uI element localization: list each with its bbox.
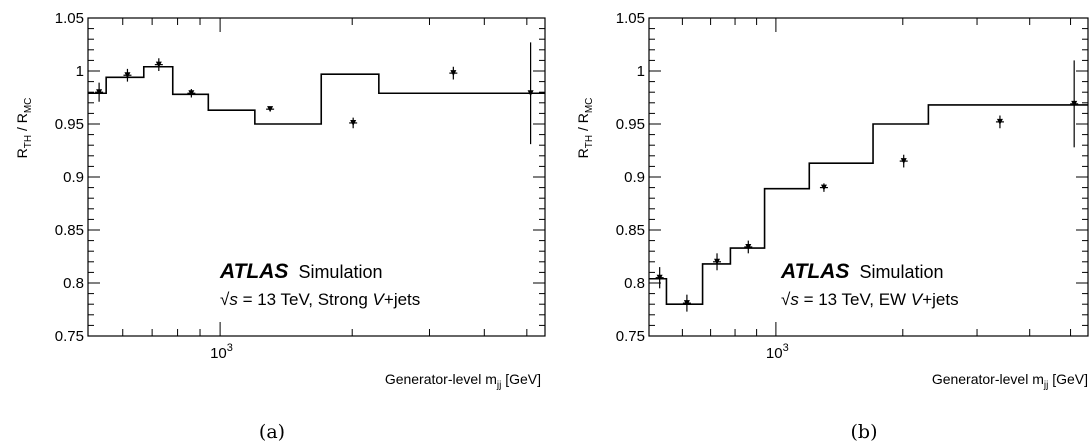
- plot-frame: [87, 17, 546, 337]
- data-point: [683, 300, 690, 307]
- y-axis-title-sub: TH: [23, 135, 34, 148]
- y-tick-label-text: 1: [76, 63, 84, 80]
- simulation-label-text: Simulation: [298, 262, 382, 282]
- data-point: [996, 118, 1003, 125]
- panel-caption-text: (b): [851, 421, 878, 443]
- y-tick-label: 1: [76, 63, 84, 80]
- data-point: [188, 90, 195, 97]
- data-point: [450, 70, 457, 77]
- y-axis-title: RTH / RMC: [14, 98, 34, 159]
- x-axis-title-unit: [GeV]: [501, 371, 541, 387]
- y-tick-label-text: 1.05: [616, 10, 645, 27]
- y-tick-label-text: 0.8: [624, 275, 645, 292]
- y-axis-title-mid: / R: [14, 113, 30, 135]
- y-tick-label: 0.9: [624, 169, 645, 186]
- y-axis-title-main: R: [14, 148, 30, 158]
- atlas-label-text: ATLAS: [219, 260, 288, 283]
- y-tick-label: 0.95: [616, 116, 645, 133]
- x-tick-label-exponent: 3: [227, 342, 233, 354]
- simulation-label-text: Simulation: [859, 262, 943, 282]
- energy-label: √s = 13 TeV, EW V+jets: [781, 290, 959, 309]
- data-point: [656, 274, 663, 281]
- histogram-step-line: [88, 65, 545, 125]
- y-tick-label-text: 0.9: [624, 169, 645, 186]
- y-tick-label: 0.8: [63, 275, 84, 292]
- energy-sqrt-s: √s: [781, 290, 799, 309]
- x-tick-label-exponent: 3: [783, 342, 789, 354]
- y-tick-label-text: 0.75: [55, 328, 84, 345]
- y-tick-label: 0.85: [616, 222, 645, 239]
- data-point: [267, 106, 274, 113]
- process-v: V: [911, 290, 924, 309]
- y-tick-label-text: 0.85: [616, 222, 645, 239]
- y-tick-label: 0.9: [63, 169, 84, 186]
- x-axis-title-main: Generator-level m: [932, 371, 1044, 387]
- x-axis-title-unit: [GeV]: [1048, 371, 1088, 387]
- panel-caption: (a): [259, 421, 285, 443]
- process-rest: +jets: [384, 290, 420, 309]
- data-point: [1071, 100, 1078, 107]
- x-axis-title: Generator-level mjj [GeV]: [932, 371, 1088, 391]
- x-tick-label-base: 10: [766, 345, 783, 362]
- y-tick-label: 0.85: [55, 222, 84, 239]
- plot-frame: [648, 17, 1089, 337]
- y-tick-label: 1: [637, 63, 645, 80]
- y-axis-title-sub: MC: [23, 98, 34, 114]
- panel-caption-text: (a): [259, 421, 285, 443]
- chart-panel-a: 0.75 0.8 0.85 0.9 0.95 1 1.05 103 RTH / RMC Gener…: [14, 10, 546, 443]
- energy-label: √s = 13 TeV, Strong V+jets: [220, 290, 420, 309]
- data-point: [900, 158, 907, 165]
- data-point: [527, 90, 534, 97]
- x-tick-label: 103: [210, 342, 233, 362]
- y-tick-label: 0.75: [55, 328, 84, 345]
- y-axis-title-sub: TH: [584, 135, 595, 148]
- x-axis-title-sub: jj: [1043, 380, 1048, 391]
- y-tick-label: 1.05: [55, 10, 84, 27]
- process-rest: +jets: [922, 290, 958, 309]
- energy-sqrt-s: √s: [220, 290, 238, 309]
- y-tick-label: 0.75: [616, 328, 645, 345]
- x-tick-label-base: 10: [210, 345, 227, 362]
- data-point: [155, 61, 162, 68]
- y-tick-label-text: 0.95: [55, 116, 84, 133]
- y-axis-title-main: R: [575, 148, 591, 158]
- y-tick-label-text: 0.75: [616, 328, 645, 345]
- y-tick-label: 0.95: [55, 116, 84, 133]
- panel-caption: (b): [851, 421, 878, 443]
- y-tick-label-text: 0.9: [63, 169, 84, 186]
- x-axis-title-sub: jj: [496, 380, 501, 391]
- y-axis-title-sub: MC: [584, 98, 595, 114]
- atlas-label: ATLAS Simulation: [219, 260, 382, 283]
- data-point: [350, 119, 357, 126]
- y-tick-label-text: 0.8: [63, 275, 84, 292]
- data-point: [820, 184, 827, 191]
- y-axis-title: RTH / RMC: [575, 98, 595, 159]
- y-tick-label-text: 1: [637, 63, 645, 80]
- x-axis-title: Generator-level mjj [GeV]: [385, 371, 541, 391]
- y-tick-label-text: 0.95: [616, 116, 645, 133]
- chart-panel-b: 0.75 0.8 0.85 0.9 0.95 1 1.05 103 RTH / RMC Gener…: [575, 10, 1089, 443]
- y-tick-label-text: 1.05: [55, 10, 84, 27]
- y-axis-title-mid: / R: [575, 113, 591, 135]
- atlas-label-text: ATLAS: [780, 260, 849, 283]
- data-point: [714, 258, 721, 265]
- atlas-label: ATLAS Simulation: [780, 260, 943, 283]
- data-point: [745, 243, 752, 250]
- x-tick-label: 103: [766, 342, 789, 362]
- energy-label-text: = 13 TeV, Strong: [238, 290, 373, 309]
- y-tick-label-text: 0.85: [55, 222, 84, 239]
- data-point: [124, 72, 131, 79]
- histogram-step-line: [649, 104, 1088, 305]
- y-tick-label: 0.8: [624, 275, 645, 292]
- energy-label-text: = 13 TeV, EW: [799, 290, 911, 309]
- x-axis-title-main: Generator-level m: [385, 371, 497, 387]
- y-tick-label: 1.05: [616, 10, 645, 27]
- data-point: [96, 89, 103, 96]
- process-v: V: [373, 290, 386, 309]
